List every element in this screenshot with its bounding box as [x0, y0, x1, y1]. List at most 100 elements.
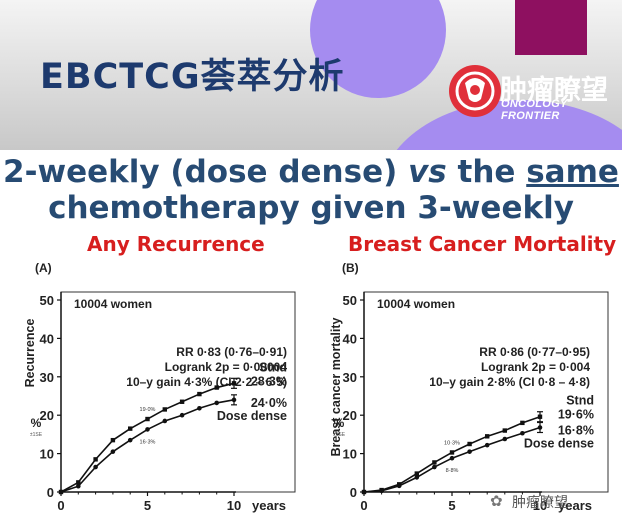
recurrence-chart: 0 10 20 30 40 50 0 5 10 years Recurrence% ±1SE (A) 10…: [25, 261, 296, 513]
series-point: [396, 483, 402, 489]
series-point: [110, 437, 116, 443]
series-point: [449, 450, 455, 455]
headline-text-a: 2-weekly (dose dense): [3, 154, 409, 190]
y-tick-label: 10: [40, 447, 54, 462]
y-unit-label: %: [334, 416, 345, 430]
series-point: [145, 427, 150, 432]
series-point: [93, 457, 98, 462]
y-tick-label: 20: [343, 408, 357, 423]
series-point: [197, 391, 202, 397]
series-point: [414, 475, 420, 480]
headline-vs: vs: [408, 154, 447, 190]
series-end-value-stnd: 19·6%: [558, 408, 594, 422]
panel-label: (A): [35, 261, 52, 275]
headline-line-2: chemotherapy given 3-weekly: [48, 190, 574, 226]
series-point: [432, 460, 437, 465]
y-tick-label: 40: [40, 331, 54, 346]
series-point: [449, 455, 455, 461]
x-axis-label: years: [558, 498, 592, 513]
series-point: [214, 385, 219, 390]
series-point: [520, 420, 525, 426]
x-axis-label: years: [252, 498, 286, 513]
y-tick-label: 30: [343, 370, 357, 385]
y-tick-label: 0: [47, 485, 54, 500]
series-point: [179, 412, 185, 418]
y-tick-label: 40: [343, 331, 357, 346]
x-tick-label: 0: [57, 498, 64, 513]
value-annotation: 19·0%: [140, 407, 156, 413]
series-point: [128, 426, 133, 431]
panel-label: (B): [342, 261, 359, 275]
purple-circle-shape: [310, 0, 446, 98]
series-point: [414, 471, 419, 476]
x-tick-label: 5: [144, 498, 151, 513]
series-end-value-dose-dense: 24·0%: [251, 396, 287, 410]
panel-a-title: Any Recurrence: [87, 232, 265, 256]
x-tick-label: 0: [360, 498, 367, 513]
population-label: 10004 women: [377, 297, 455, 311]
headline-text-b: the: [446, 154, 527, 190]
stats-line: 10–y gain 4·3% (CI 2·2 – 6·5): [126, 375, 287, 389]
y-se-note: ±1SE: [30, 432, 43, 438]
magenta-square-shape: [515, 0, 587, 55]
series-point: [379, 488, 384, 494]
series-point: [361, 489, 367, 495]
oncology-frontier-logo-icon: [449, 65, 501, 117]
slide-headline: 2-weekly (dose dense) vs the same chemot…: [0, 154, 622, 226]
stats-line: RR 0·83 (0·76–0·91): [176, 345, 287, 359]
series-point: [179, 399, 185, 404]
series-line: [60, 399, 235, 493]
value-annotation: 16·3%: [140, 439, 156, 445]
stats-line: 10–y gain 2·8% (CI 0·8 – 4·8): [429, 375, 590, 389]
series-point: [502, 428, 507, 433]
series-point: [467, 449, 472, 454]
x-tick-label: 10: [227, 498, 241, 513]
y-tick-label: 20: [40, 408, 54, 423]
logo-text: 肿瘤瞭望: [500, 75, 608, 106]
watermark: 肿瘤瞭望: [512, 495, 568, 511]
series-point: [485, 434, 490, 439]
purple-arc-shape: [396, 100, 622, 150]
series-label-dose-dense: Dose dense: [524, 436, 594, 450]
series-point: [93, 464, 98, 470]
series-point: [432, 464, 437, 470]
y-axis-label: Recurrence: [25, 319, 37, 388]
series-label-stnd: Stnd: [566, 394, 594, 408]
series-label-dose-dense: Dose dense: [217, 409, 287, 423]
series-point: [127, 437, 133, 443]
y-tick-label: 50: [343, 293, 357, 308]
series-end-value-dose-dense: 16·8%: [558, 423, 594, 437]
wechat-icon: ✿: [490, 493, 503, 510]
stats-line: RR 0·86 (0·77–0·95): [479, 345, 590, 359]
series-point: [110, 449, 116, 454]
stats-line: Logrank 2p = 0·00004: [165, 360, 288, 374]
series-label-stnd: Stnd: [259, 360, 287, 374]
slide-title: EBCTCG荟萃分析: [40, 57, 345, 97]
y-unit-label: %: [31, 416, 42, 430]
y-tick-label: 50: [40, 293, 54, 308]
y-tick-label: 0: [350, 485, 357, 500]
series-point: [484, 442, 490, 448]
series-point: [145, 416, 150, 422]
value-annotation: 10·3%: [444, 440, 460, 446]
series-point: [58, 489, 64, 495]
series-point: [520, 430, 525, 436]
y-tick-label: 10: [343, 447, 357, 462]
x-tick-label: 10: [533, 498, 547, 513]
series-end-value-stnd: 28·3%: [251, 374, 287, 388]
mortality-chart: 0 10 20 30 40 50 0 5 10 years Breast cancer mortal…: [329, 261, 609, 513]
x-tick-label: 5: [448, 498, 455, 513]
series-point: [76, 483, 81, 489]
panel-b-title: Breast Cancer Mortality: [348, 232, 617, 256]
series-point: [214, 400, 219, 406]
headline-same: same: [526, 154, 619, 190]
series-point: [162, 407, 167, 412]
series-point: [162, 418, 168, 424]
logo-subtitle: ONCOLOGY FRONTIER: [501, 98, 568, 122]
header-decoration: [310, 0, 622, 150]
y-tick-label: 30: [40, 370, 54, 385]
y-axis-label: Breast cancer mortality: [329, 317, 343, 456]
plot-frame: [363, 291, 609, 493]
stats-line: Logrank 2p = 0·004: [481, 360, 590, 374]
series-point: [197, 405, 202, 411]
